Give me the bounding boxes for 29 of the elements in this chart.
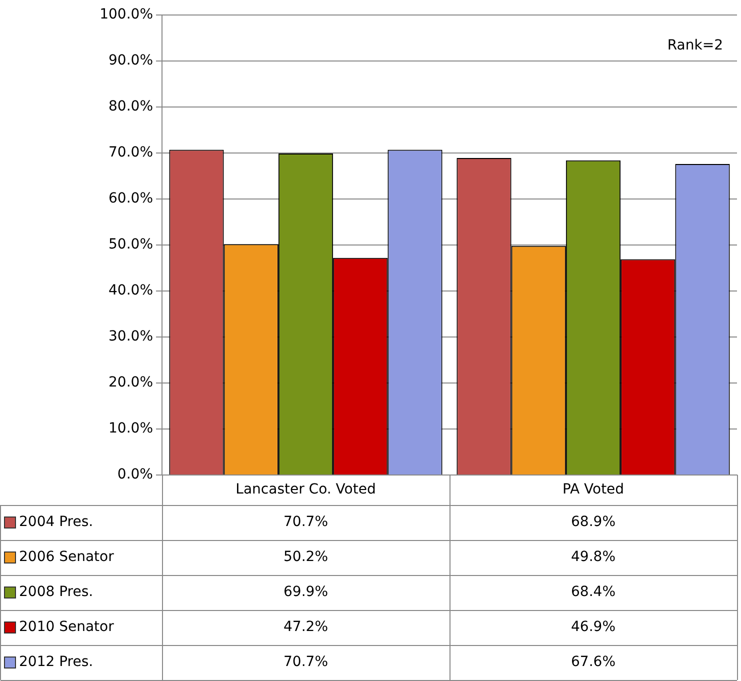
data-label: 70.7% xyxy=(284,654,328,670)
y-tick-label: 100.0% xyxy=(100,6,153,23)
y-tick-label: 80.0% xyxy=(108,98,153,115)
y-tick-label: 30.0% xyxy=(108,328,153,345)
data-label: 46.9% xyxy=(571,619,616,636)
legend-label: 2012 Pres. xyxy=(19,654,94,670)
y-tick-label: 40.0% xyxy=(108,282,153,299)
legend-label: 2010 Senator xyxy=(19,619,114,636)
data-label: 67.6% xyxy=(571,654,616,670)
data-label: 47.2% xyxy=(284,619,328,636)
legend-label: 2008 Pres. xyxy=(19,584,94,600)
data-label: 50.2% xyxy=(284,549,328,566)
x-tick-label: PA Voted xyxy=(562,482,624,498)
y-tick-label: 90.0% xyxy=(108,52,153,69)
y-tick-label: 10.0% xyxy=(108,420,153,437)
annotation: Rank=2 xyxy=(667,38,723,54)
data-label: 68.4% xyxy=(571,584,616,600)
y-tick-label: 60.0% xyxy=(108,190,153,207)
x-tick-label: Lancaster Co. Voted xyxy=(236,482,376,498)
y-tick-label: 70.0% xyxy=(108,144,153,161)
y-tick-label: 20.0% xyxy=(108,374,153,391)
y-tick-label: 0.0% xyxy=(117,466,153,483)
data-label: 68.9% xyxy=(571,514,616,530)
y-tick-label: 50.0% xyxy=(108,236,153,253)
data-label: 70.7% xyxy=(284,514,328,530)
legend-label: 2006 Senator xyxy=(19,549,114,566)
data-label: 69.9% xyxy=(284,584,328,600)
legend-label: 2004 Pres. xyxy=(19,514,94,530)
data-label: 49.8% xyxy=(571,549,616,566)
